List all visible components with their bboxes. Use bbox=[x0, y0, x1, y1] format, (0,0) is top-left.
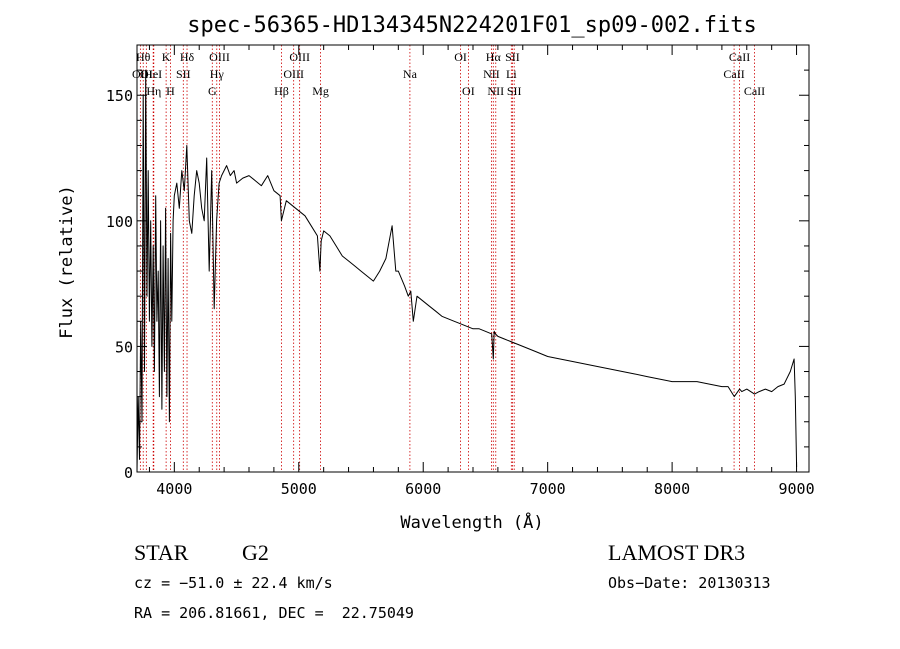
spectral-line-label: SII bbox=[507, 84, 522, 98]
axes: 4000 5000 6000 7000 8000 9000 0 50 100 150 bbox=[106, 44, 815, 498]
spectral-line-label: NII bbox=[483, 67, 500, 81]
x-tick-label: 6000 bbox=[405, 480, 441, 498]
spectral-line-markers bbox=[139, 45, 755, 472]
spectral-line-label: Na bbox=[403, 67, 418, 81]
spectrum-line bbox=[136, 69, 798, 473]
object-class: STAR bbox=[134, 540, 189, 565]
spectral-line-label: Hβ bbox=[274, 84, 289, 98]
redshift-text: cz = −51.0 ± 22.4 km/s bbox=[134, 574, 333, 592]
spectrum-chart: spec-56365-HD134345N224201F01_sp09-002.f… bbox=[57, 13, 815, 533]
spectral-line-label: OI bbox=[454, 50, 467, 64]
spectral-line-label: Hη bbox=[146, 84, 161, 98]
spectral-line-label: CaII bbox=[723, 67, 744, 81]
spectral-line-label: NII bbox=[487, 84, 504, 98]
plot-frame bbox=[136, 44, 810, 473]
spectral-line-label: Hα bbox=[486, 50, 502, 64]
spectral-line-label: Mg bbox=[312, 84, 329, 98]
spectral-line-label: OIII bbox=[283, 67, 304, 81]
spectral-line-label: Hδ bbox=[180, 50, 195, 64]
spectral-line-label: H bbox=[166, 84, 175, 98]
spectral-line-label: SII bbox=[505, 50, 520, 64]
y-tick-label: 50 bbox=[115, 338, 133, 356]
object-subclass: G2 bbox=[242, 540, 269, 565]
spectral-line-label: HeI bbox=[144, 67, 162, 81]
spectral-line-label: CaII bbox=[729, 50, 750, 64]
spectral-line-label: Li bbox=[506, 67, 517, 81]
x-tick-label: 4000 bbox=[156, 480, 192, 498]
survey-name: LAMOST DR3 bbox=[608, 540, 746, 565]
y-axis-label: Flux (relative) bbox=[57, 185, 77, 339]
spectral-line-label: OII bbox=[132, 67, 149, 81]
spectral-line-label: SII bbox=[176, 67, 191, 81]
spectral-line-label: Hγ bbox=[210, 67, 225, 81]
x-tick-label: 9000 bbox=[778, 480, 814, 498]
spectral-line-label: OI bbox=[462, 84, 475, 98]
x-axis-label: Wavelength (Å) bbox=[400, 511, 543, 533]
spectral-line-label: OIII bbox=[209, 50, 230, 64]
y-tick-label: 150 bbox=[106, 87, 133, 105]
y-tick-label: 100 bbox=[106, 213, 133, 231]
x-tick-label: 5000 bbox=[281, 480, 317, 498]
coordinates-text: RA = 206.81661, DEC = 22.75049 bbox=[134, 604, 414, 622]
spectrum-data bbox=[136, 69, 798, 473]
spectral-line-label: Hθ bbox=[136, 50, 151, 64]
spectral-line-label: G bbox=[208, 84, 217, 98]
spectral-line-label: OI bbox=[140, 67, 153, 81]
x-tick-label: 8000 bbox=[654, 480, 690, 498]
spectral-line-label: OIII bbox=[289, 50, 310, 64]
spectral-line-label: CaII bbox=[744, 84, 765, 98]
y-tick-label: 0 bbox=[124, 464, 133, 482]
observation-date: Obs−Date: 20130313 bbox=[608, 574, 771, 592]
chart-title: spec-56365-HD134345N224201F01_sp09-002.f… bbox=[187, 13, 757, 38]
spectral-line-label: K bbox=[162, 50, 171, 64]
x-tick-label: 7000 bbox=[530, 480, 566, 498]
